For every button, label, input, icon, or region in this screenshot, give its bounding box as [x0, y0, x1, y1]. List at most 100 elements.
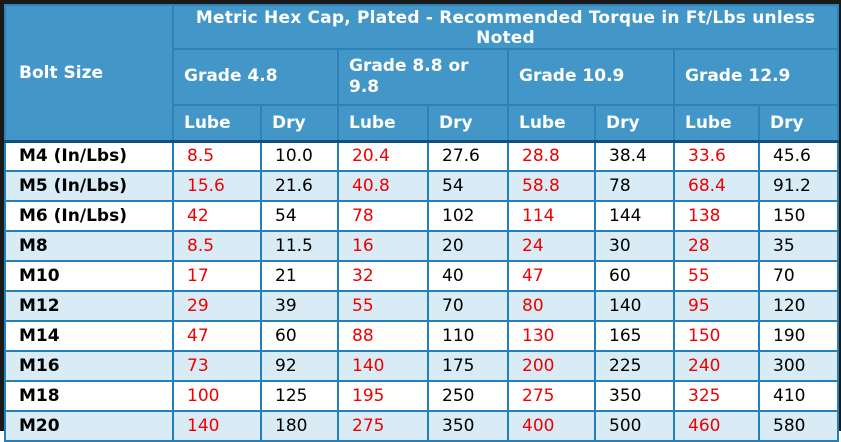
dry-value-cell: 35 — [757, 230, 840, 262]
table-row: M18 100 125 195 250 275 350 325 410 — [4, 380, 840, 412]
dry-value-cell: 140 — [594, 290, 675, 322]
lube-value-cell: 15.6 — [172, 170, 262, 202]
table-row: M12 29 39 55 70 80 140 95 120 — [4, 290, 840, 322]
table-row: M8 8.5 11.5 16 20 24 30 28 35 — [4, 230, 840, 262]
lube-value-cell: 55 — [337, 290, 429, 322]
bolt-size-cell: M14 — [4, 320, 174, 352]
lube-value-cell: 460 — [673, 410, 760, 442]
bolt-size-cell: M10 — [4, 260, 174, 292]
dry-value-cell: 60 — [594, 260, 675, 292]
dry-value-cell: 225 — [594, 350, 675, 382]
lube-value-cell: 195 — [337, 380, 429, 412]
lube-value-cell: 47 — [172, 320, 262, 352]
dry-value-cell: 70 — [757, 260, 840, 292]
lube-value-cell: 73 — [172, 350, 262, 382]
lube-value-cell: 138 — [673, 200, 760, 232]
lube-header-1: Lube — [337, 104, 429, 143]
lube-value-cell: 33.6 — [673, 140, 760, 172]
bolt-size-cell: M8 — [4, 230, 174, 262]
dry-value-cell: 60 — [260, 320, 339, 352]
lube-dry-row: Lube Dry Lube Dry Lube Dry Lube Dry — [5, 104, 840, 143]
dry-value-cell: 10.0 — [260, 140, 339, 172]
torque-table: Bolt Size Metric Hex Cap, Plated - Recom… — [4, 4, 840, 442]
dry-value-cell: 175 — [427, 350, 509, 382]
lube-value-cell: 400 — [507, 410, 596, 442]
grade-group-header-3: Grade 12.9 — [672, 48, 840, 106]
dry-value-cell: 38.4 — [594, 140, 675, 172]
lube-value-cell: 24 — [507, 230, 596, 262]
table-row: M4 (In/Lbs) 8.5 10.0 20.4 27.6 28.8 38.4 33.6 45… — [4, 140, 840, 172]
dry-value-cell: 300 — [757, 350, 840, 382]
dry-value-cell: 410 — [757, 380, 840, 412]
lube-value-cell: 140 — [337, 350, 429, 382]
dry-value-cell: 20 — [427, 230, 509, 262]
lube-value-cell: 32 — [337, 260, 429, 292]
lube-value-cell: 88 — [337, 320, 429, 352]
bolt-size-cell: M4 (In/Lbs) — [4, 140, 174, 172]
table-row: M16 73 92 140 175 200 225 240 300 — [4, 350, 840, 382]
dry-header-0: Dry — [260, 104, 339, 143]
bolt-size-cell: M20 — [4, 410, 174, 442]
lube-value-cell: 100 — [172, 380, 262, 412]
lube-value-cell: 95 — [673, 290, 760, 322]
dry-value-cell: 78 — [594, 170, 675, 202]
table-row: M10 17 21 32 40 47 60 55 70 — [4, 260, 840, 292]
lube-value-cell: 130 — [507, 320, 596, 352]
dry-value-cell: 54 — [260, 200, 339, 232]
lube-value-cell: 29 — [172, 290, 262, 322]
dry-value-cell: 30 — [594, 230, 675, 262]
lube-value-cell: 200 — [507, 350, 596, 382]
bolt-size-cell: M5 (In/Lbs) — [4, 170, 174, 202]
grade-group-header-0: Grade 4.8 — [172, 48, 339, 106]
table-row: M20 140 180 275 350 400 500 460 580 — [4, 410, 840, 442]
lube-value-cell: 275 — [507, 380, 596, 412]
lube-value-cell: 17 — [172, 260, 262, 292]
dry-header-1: Dry — [427, 104, 509, 143]
lube-value-cell: 42 — [172, 200, 262, 232]
table-row: M6 (In/Lbs) 42 54 78 102 114 144 138 150 — [4, 200, 840, 232]
dry-value-cell: 350 — [594, 380, 675, 412]
lube-value-cell: 275 — [337, 410, 429, 442]
dry-value-cell: 190 — [757, 320, 840, 352]
lube-header-2: Lube — [507, 104, 596, 143]
bolt-size-cell: M12 — [4, 290, 174, 322]
grade-group-header-2: Grade 10.9 — [507, 48, 675, 106]
lube-value-cell: 240 — [673, 350, 760, 382]
table-title: Metric Hex Cap, Plated - Recommended Tor… — [171, 4, 840, 50]
dry-value-cell: 125 — [260, 380, 339, 412]
table-header: Bolt Size Metric Hex Cap, Plated - Recom… — [4, 4, 840, 143]
dry-value-cell: 27.6 — [427, 140, 509, 172]
dry-value-cell: 250 — [427, 380, 509, 412]
lube-value-cell: 8.5 — [172, 140, 262, 172]
dry-header-2: Dry — [594, 104, 675, 143]
dry-value-cell: 165 — [594, 320, 675, 352]
table-row: M14 47 60 88 110 130 165 150 190 — [4, 320, 840, 352]
dry-value-cell: 350 — [427, 410, 509, 442]
dry-value-cell: 150 — [757, 200, 840, 232]
lube-value-cell: 16 — [337, 230, 429, 262]
lube-value-cell: 114 — [507, 200, 596, 232]
dry-value-cell: 21 — [260, 260, 339, 292]
dry-value-cell: 580 — [757, 410, 840, 442]
dry-value-cell: 21.6 — [260, 170, 339, 202]
bolt-size-cell: M18 — [4, 380, 174, 412]
dry-value-cell: 70 — [427, 290, 509, 322]
dry-value-cell: 45.6 — [757, 140, 840, 172]
lube-value-cell: 8.5 — [172, 230, 262, 262]
dry-value-cell: 91.2 — [757, 170, 840, 202]
dry-value-cell: 110 — [427, 320, 509, 352]
bolt-size-header: Bolt Size — [4, 4, 174, 143]
lube-value-cell: 40.8 — [337, 170, 429, 202]
bolt-size-cell: M6 (In/Lbs) — [4, 200, 174, 232]
dry-header-3: Dry — [757, 104, 840, 143]
dry-value-cell: 40 — [427, 260, 509, 292]
dry-value-cell: 180 — [260, 410, 339, 442]
dry-value-cell: 102 — [427, 200, 509, 232]
lube-value-cell: 55 — [673, 260, 760, 292]
lube-value-cell: 78 — [337, 200, 429, 232]
grade-group-row: Grade 4.8 Grade 8.8 or 9.8 Grade 10.9 Grade… — [5, 48, 840, 106]
dry-value-cell: 54 — [427, 170, 509, 202]
lube-value-cell: 20.4 — [337, 140, 429, 172]
table-row: M5 (In/Lbs) 15.6 21.6 40.8 54 58.8 78 68.4 91.2 — [4, 170, 840, 202]
